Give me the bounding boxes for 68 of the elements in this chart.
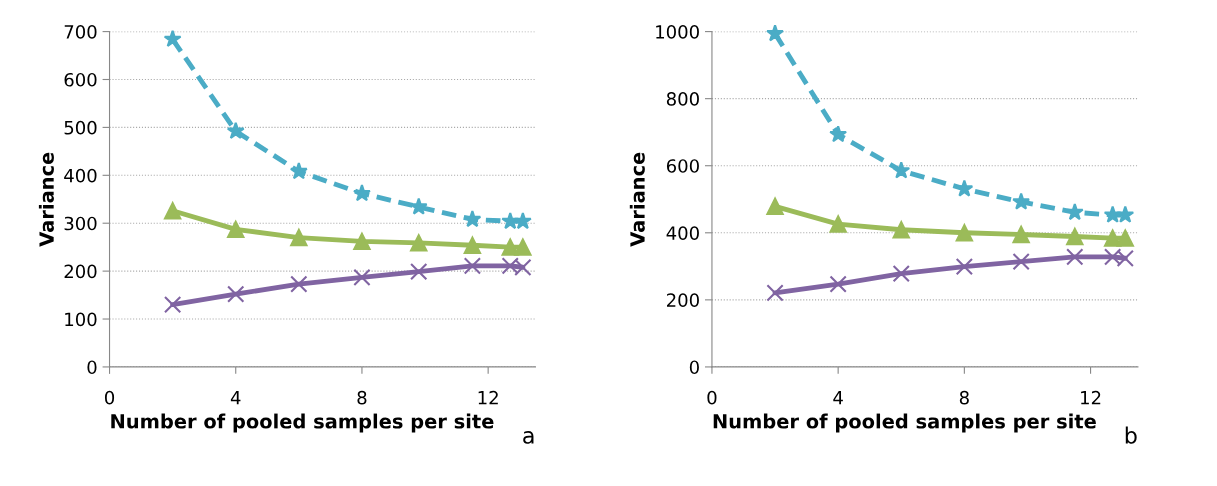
point bbox=[766, 284, 784, 302]
point bbox=[892, 221, 910, 239]
y-tick-label: 0 bbox=[87, 360, 97, 375]
text: a bbox=[523, 431, 534, 444]
y-tick-label: 0 bbox=[689, 360, 699, 375]
point bbox=[163, 29, 182, 48]
y-axis-title: Variance bbox=[38, 152, 54, 247]
y-tick-label: 200 bbox=[64, 264, 97, 279]
point bbox=[829, 275, 847, 293]
y-tick-label: 800 bbox=[666, 92, 699, 106]
point bbox=[1066, 227, 1084, 246]
y-tick-label: 600 bbox=[666, 159, 699, 173]
y-tick-label: 100 bbox=[65, 312, 97, 327]
point bbox=[290, 228, 308, 247]
y-tick-label: 400 bbox=[64, 168, 97, 183]
point bbox=[829, 215, 847, 233]
x-tick-label: 12 bbox=[478, 390, 498, 405]
point bbox=[766, 197, 784, 215]
point bbox=[1065, 202, 1084, 221]
point bbox=[410, 262, 428, 281]
x-tick-label: 0 bbox=[707, 390, 717, 405]
y-tick-label: 200 bbox=[667, 293, 699, 307]
y-tick-label: 600 bbox=[64, 72, 97, 87]
x-tick-label: 8 bbox=[959, 390, 969, 405]
point bbox=[163, 295, 182, 314]
y-tick-label: 1000 bbox=[656, 25, 699, 39]
point bbox=[1103, 229, 1122, 247]
x-tick-label: 8 bbox=[357, 390, 367, 405]
x-axis-title: Number of pooled samples per site bbox=[713, 413, 1096, 433]
y-tick-label: 400 bbox=[666, 226, 699, 240]
x-axis-title: Number of pooled samples per site bbox=[111, 413, 494, 433]
point bbox=[1012, 252, 1030, 271]
point bbox=[892, 265, 910, 283]
point bbox=[163, 202, 182, 220]
point bbox=[353, 232, 371, 251]
point bbox=[410, 234, 428, 252]
point bbox=[227, 285, 245, 303]
point bbox=[352, 184, 371, 202]
point bbox=[463, 257, 482, 275]
point bbox=[766, 24, 785, 42]
point bbox=[1116, 229, 1134, 247]
point bbox=[227, 220, 245, 239]
point bbox=[1116, 205, 1135, 223]
point bbox=[892, 161, 911, 179]
point bbox=[1066, 248, 1084, 266]
x-tick-label: 0 bbox=[104, 390, 115, 405]
point bbox=[955, 224, 974, 242]
point bbox=[501, 238, 519, 256]
x-tick-label: 4 bbox=[230, 391, 241, 405]
x-tick-label: 12 bbox=[1081, 390, 1101, 405]
y-tick-label: 500 bbox=[64, 120, 97, 135]
point bbox=[353, 268, 371, 287]
point bbox=[290, 275, 308, 293]
text: b bbox=[1125, 426, 1137, 444]
point bbox=[513, 211, 532, 230]
y-axis-title: Variance bbox=[629, 152, 645, 247]
y-tick-label: 700 bbox=[64, 25, 97, 39]
point bbox=[514, 238, 532, 256]
y-tick-label: 300 bbox=[64, 216, 97, 231]
point bbox=[829, 125, 848, 143]
point bbox=[955, 257, 974, 276]
point bbox=[226, 121, 245, 140]
point bbox=[463, 236, 482, 254]
point bbox=[289, 162, 308, 180]
point bbox=[1012, 225, 1030, 244]
point bbox=[1012, 192, 1031, 210]
point bbox=[463, 210, 482, 228]
x-tick-label: 4 bbox=[833, 391, 843, 405]
